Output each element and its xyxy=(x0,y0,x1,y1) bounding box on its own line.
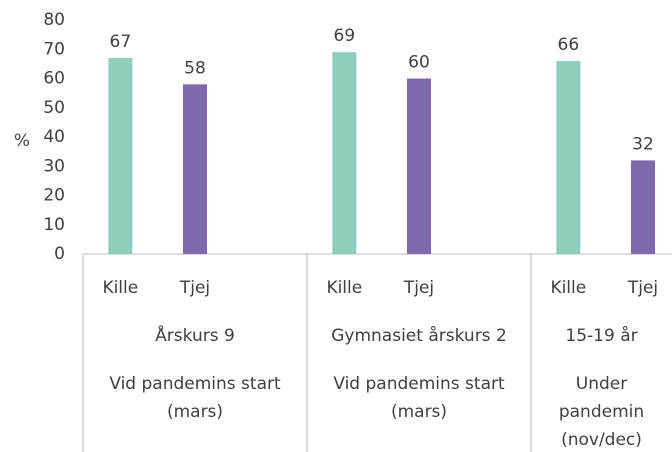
y-tick-label: 10 xyxy=(43,215,65,235)
value-label: 58 xyxy=(184,58,206,78)
series-label: Tjej xyxy=(627,278,658,298)
y-tick-label: 0 xyxy=(54,244,65,264)
bar xyxy=(108,58,133,255)
value-label: 32 xyxy=(632,134,654,154)
series-label: Tjej xyxy=(403,278,434,298)
y-tick-label: 20 xyxy=(43,186,65,206)
series-label: Kille xyxy=(550,278,586,298)
y-tick-label: 50 xyxy=(43,98,65,118)
value-label: 66 xyxy=(558,35,580,55)
y-tick-label: 70 xyxy=(43,39,65,59)
y-axis-label: % xyxy=(14,131,30,151)
bar xyxy=(631,160,655,254)
value-label: 67 xyxy=(110,32,132,52)
y-tick-label: 40 xyxy=(43,127,65,147)
series-label: Kille xyxy=(102,278,138,298)
y-tick-label: 60 xyxy=(43,69,65,89)
category-group-label: Under pandemin (nov/dec) xyxy=(558,374,645,450)
bar xyxy=(183,84,207,254)
category-group-label: Vid pandemins start (mars) xyxy=(109,374,281,422)
category-label: Årskurs 9 xyxy=(155,324,235,346)
category-label: 15-19 år xyxy=(565,325,637,346)
value-label: 60 xyxy=(408,53,430,73)
bar xyxy=(332,52,357,254)
series-label: Tjej xyxy=(179,278,210,298)
category-group-label: Vid pandemins start (mars) xyxy=(333,374,505,422)
series-label: Kille xyxy=(326,278,362,298)
y-tick-label: 80 xyxy=(43,10,65,30)
bar xyxy=(556,60,581,255)
y-tick-label: 30 xyxy=(43,156,65,176)
value-label: 69 xyxy=(334,26,356,46)
category-label: Gymnasiet årskurs 2 xyxy=(331,325,507,346)
bar xyxy=(407,78,431,254)
